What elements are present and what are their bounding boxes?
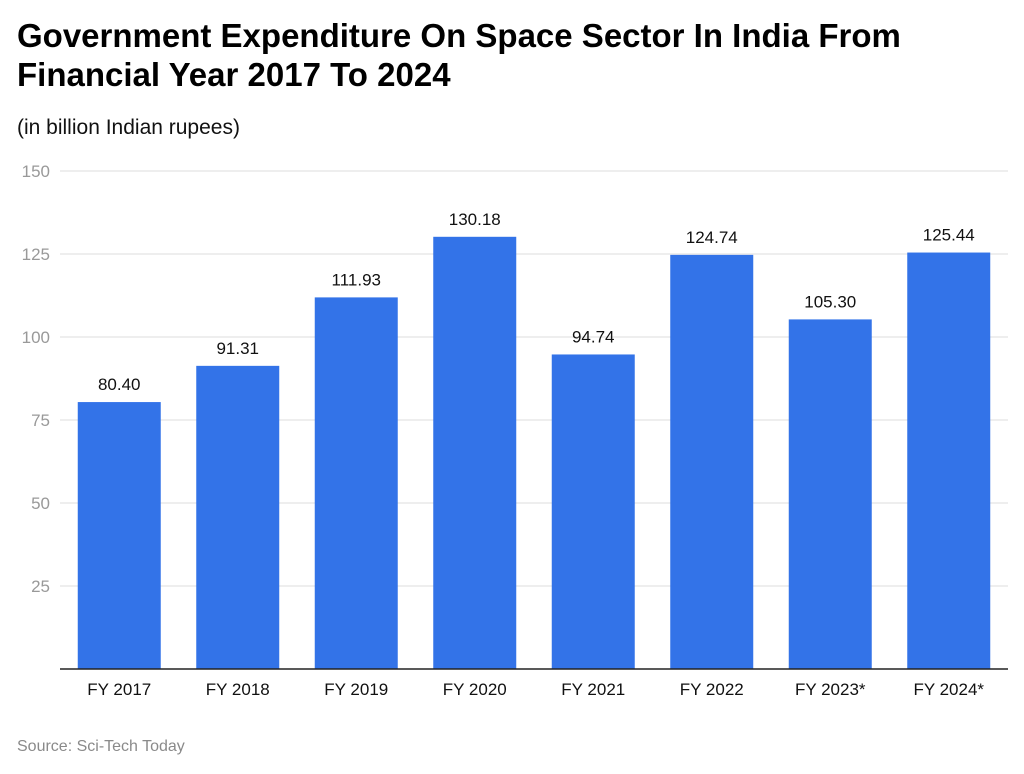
y-tick-label: 75 [31,411,50,430]
x-tick-label: FY 2024* [913,680,984,699]
x-tick-label: FY 2020 [443,680,507,699]
y-tick-label: 25 [31,577,50,596]
bar [788,319,872,669]
bar [670,254,754,669]
y-tick-label: 125 [22,245,50,264]
y-tick-label: 100 [22,328,50,347]
x-tick-label: FY 2021 [561,680,625,699]
bar [314,297,398,669]
bar [433,236,517,669]
x-tick-label: FY 2017 [87,680,151,699]
data-label: 105.30 [804,292,856,311]
bar [77,402,161,669]
y-tick-label: 150 [22,162,50,181]
data-label: 111.93 [332,270,381,289]
bar [907,252,991,670]
bar [196,365,280,669]
data-label: 124.74 [686,228,738,247]
data-label: 80.40 [98,375,141,394]
chart-subtitle: (in billion Indian rupees) [17,116,240,139]
x-tick-label: FY 2018 [206,680,270,699]
x-tick-label: FY 2023* [795,680,866,699]
data-label: 91.31 [216,339,259,358]
x-tick-label: FY 2022 [680,680,744,699]
data-label: 130.18 [449,210,501,229]
bar [551,354,635,669]
data-label: 125.44 [923,226,975,245]
chart-title: Government Expenditure On Space Sector I… [17,17,901,93]
y-tick-label: 50 [31,494,50,513]
source-note: Source: Sci-Tech Today [17,738,185,755]
x-tick-label: FY 2019 [324,680,388,699]
data-label: 94.74 [572,327,615,346]
